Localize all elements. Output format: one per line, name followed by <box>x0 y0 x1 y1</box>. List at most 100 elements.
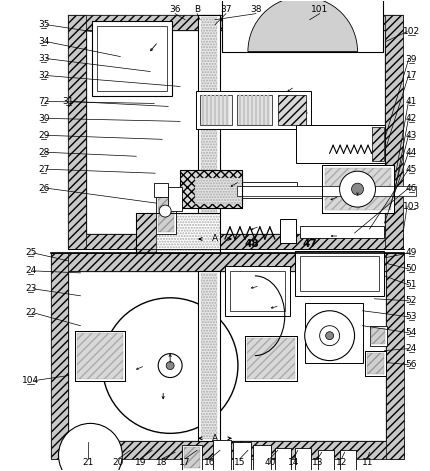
Bar <box>244 336 296 381</box>
Bar <box>243 96 244 125</box>
Bar <box>246 96 248 125</box>
Text: 48: 48 <box>244 239 258 249</box>
Bar <box>184 447 200 468</box>
Bar <box>371 328 384 344</box>
Bar <box>369 326 387 346</box>
Bar <box>237 186 415 196</box>
Bar <box>136 213 219 253</box>
Bar <box>154 183 168 197</box>
Bar <box>68 234 402 249</box>
Bar <box>294 448 310 470</box>
Bar <box>97 26 167 91</box>
Text: 46: 46 <box>405 184 416 193</box>
Bar <box>246 338 294 379</box>
Bar <box>295 125 384 163</box>
Bar <box>182 445 202 470</box>
Bar <box>224 266 289 316</box>
Circle shape <box>339 171 375 207</box>
Bar <box>202 96 203 125</box>
Bar <box>241 186 321 198</box>
Text: 18: 18 <box>156 458 168 467</box>
Text: 29: 29 <box>38 131 49 140</box>
Bar <box>304 303 362 363</box>
Bar <box>200 273 216 439</box>
Text: 43: 43 <box>405 131 416 140</box>
Bar <box>50 253 68 459</box>
Text: 22: 22 <box>25 308 36 317</box>
Bar <box>366 353 384 374</box>
Text: 24: 24 <box>405 344 416 353</box>
Text: B: B <box>194 5 200 14</box>
Bar <box>244 336 296 381</box>
Circle shape <box>159 205 171 217</box>
Bar <box>230 271 284 311</box>
Circle shape <box>319 326 339 346</box>
Bar <box>77 333 123 379</box>
Bar <box>262 96 264 125</box>
Text: 27: 27 <box>38 165 49 174</box>
Bar <box>180 170 241 208</box>
Text: 33: 33 <box>38 54 49 63</box>
Text: 17: 17 <box>405 71 416 80</box>
Text: 103: 103 <box>402 202 419 211</box>
Text: 28: 28 <box>38 148 49 157</box>
Text: 52: 52 <box>405 296 416 305</box>
Bar <box>386 253 403 459</box>
Circle shape <box>166 362 174 370</box>
Bar <box>317 450 333 470</box>
Bar <box>196 91 310 130</box>
Bar <box>321 165 393 213</box>
Bar <box>198 271 219 441</box>
Bar <box>75 331 125 381</box>
Bar <box>209 96 212 125</box>
Bar <box>221 96 224 125</box>
Text: 20: 20 <box>112 458 124 467</box>
Text: 41: 41 <box>405 97 416 106</box>
Bar <box>218 96 219 125</box>
Text: 49: 49 <box>405 248 416 258</box>
Text: 36: 36 <box>169 5 181 14</box>
Text: 40: 40 <box>264 458 275 467</box>
Bar <box>50 253 403 271</box>
Text: 104: 104 <box>22 376 39 385</box>
Bar <box>274 448 290 470</box>
Circle shape <box>325 332 333 340</box>
Bar <box>214 96 215 125</box>
Text: 102: 102 <box>402 27 419 36</box>
Text: 32: 32 <box>38 71 49 80</box>
Text: 42: 42 <box>405 114 416 123</box>
Text: 13: 13 <box>311 458 322 467</box>
Text: 19: 19 <box>134 458 146 467</box>
Text: 72: 72 <box>38 97 49 106</box>
Circle shape <box>158 354 182 378</box>
Bar <box>238 96 240 125</box>
Bar <box>86 30 384 234</box>
Bar <box>68 15 402 249</box>
Text: 56: 56 <box>405 360 416 369</box>
Text: 50: 50 <box>405 264 416 273</box>
Bar <box>277 96 305 125</box>
Bar <box>232 442 250 470</box>
Text: 17: 17 <box>179 458 190 467</box>
Bar <box>279 219 295 243</box>
Text: 39: 39 <box>405 55 416 64</box>
Bar <box>200 96 231 125</box>
Text: 37: 37 <box>220 5 231 14</box>
Text: 14: 14 <box>287 458 299 467</box>
Bar <box>364 350 386 375</box>
Bar <box>198 15 219 234</box>
Bar <box>75 331 125 381</box>
Circle shape <box>304 311 354 361</box>
Text: 12: 12 <box>335 458 347 467</box>
Text: 23: 23 <box>25 284 36 293</box>
Bar <box>241 182 296 196</box>
Bar <box>339 450 355 470</box>
Bar <box>299 256 378 291</box>
Bar <box>68 15 402 30</box>
Bar <box>364 350 386 375</box>
Bar <box>372 127 384 161</box>
Bar <box>299 226 384 238</box>
Text: 53: 53 <box>405 312 416 321</box>
Bar <box>252 445 270 470</box>
Text: 34: 34 <box>38 37 49 46</box>
